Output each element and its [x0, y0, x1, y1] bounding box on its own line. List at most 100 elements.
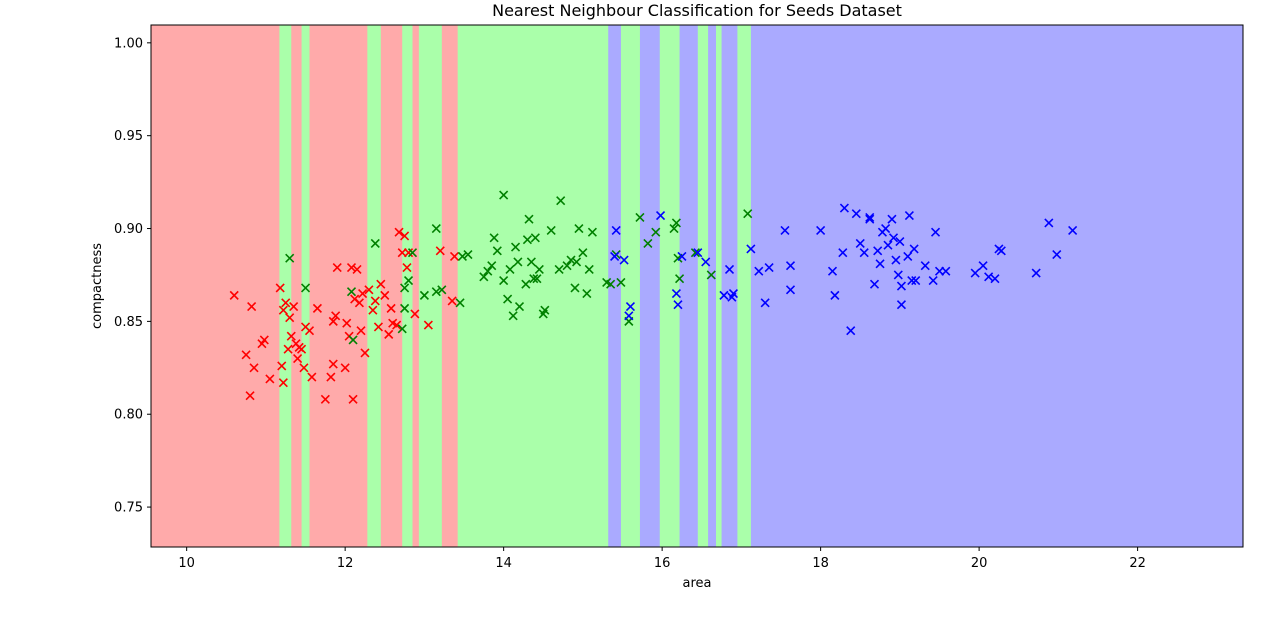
point-class2-7: [673, 300, 683, 310]
point-class0-23: [304, 326, 315, 336]
point-class1-7: [400, 283, 410, 293]
point-class1-63: [675, 274, 685, 284]
point-class0-25: [312, 303, 322, 313]
y-axis: 0.75 0.80 0.85 0.90 0.95 1.00: [114, 36, 151, 516]
point-class1-39: [540, 305, 550, 315]
point-class1-18: [483, 266, 493, 276]
point-class0-3: [247, 301, 257, 312]
point-class2-40: [891, 255, 901, 265]
point-class0-50: [386, 303, 396, 313]
point-class0-40: [356, 326, 366, 336]
point-class1-0: [285, 253, 295, 263]
plot-area: [151, 25, 1243, 547]
point-class0-10: [278, 305, 288, 315]
point-class2-33: [873, 246, 883, 256]
point-class2-60: [996, 246, 1006, 256]
decision-region-14: [639, 25, 661, 547]
point-class1-65: [706, 270, 716, 280]
point-class0-48: [380, 290, 390, 300]
point-class2-41: [893, 270, 903, 280]
point-class0-11: [278, 378, 288, 388]
point-class2-29: [855, 238, 865, 248]
point-class1-43: [562, 261, 572, 271]
point-class2-20: [785, 261, 796, 271]
y-tick-label-5: 1.00: [114, 36, 143, 51]
point-class1-59: [651, 227, 661, 237]
point-class1-55: [616, 277, 626, 287]
point-class2-3: [624, 311, 634, 321]
point-class0-47: [376, 279, 386, 289]
point-class0-9: [277, 361, 287, 371]
point-class1-42: [556, 196, 566, 206]
point-class2-44: [896, 300, 907, 310]
decision-region-15: [659, 25, 681, 547]
point-class2-12: [724, 264, 735, 274]
decision-regions: [151, 25, 1243, 547]
point-class2-15: [746, 244, 756, 254]
y-tick-label-2: 0.85: [114, 315, 143, 330]
point-class0-57: [403, 248, 414, 258]
point-class1-2: [346, 287, 357, 297]
point-class1-61: [671, 218, 681, 228]
point-class0-61: [447, 296, 457, 306]
point-class1-44: [566, 255, 576, 265]
point-class2-32: [869, 279, 880, 289]
point-class1-64: [690, 248, 700, 258]
point-class1-32: [524, 214, 534, 224]
point-class1-66: [743, 209, 753, 219]
point-class2-11: [719, 290, 729, 300]
point-class0-1: [241, 350, 251, 360]
point-class1-9: [407, 248, 418, 258]
plot-frame: [150, 24, 1244, 548]
point-class0-46: [373, 322, 383, 332]
decision-region-21: [737, 25, 752, 547]
point-class0-33: [342, 318, 352, 328]
decision-region-20: [721, 25, 739, 547]
point-class2-28: [851, 209, 861, 219]
point-class1-29: [514, 301, 525, 312]
point-class2-4: [625, 301, 635, 312]
x-tick-label-1: 12: [337, 556, 354, 571]
point-class1-47: [574, 223, 584, 234]
decision-region-18: [708, 25, 717, 547]
x-tick-label-2: 14: [495, 556, 512, 571]
point-class1-12: [431, 287, 441, 297]
point-class1-15: [457, 251, 467, 261]
point-class2-43: [896, 281, 907, 291]
point-class2-37: [883, 240, 893, 250]
x-tick-label-5: 20: [971, 556, 988, 571]
point-class2-49: [911, 275, 921, 286]
point-class0-38: [352, 264, 362, 274]
decision-region-4: [309, 25, 368, 547]
point-class2-0: [610, 251, 620, 261]
point-class2-38: [887, 214, 897, 224]
point-class2-47: [907, 275, 917, 286]
y-tick-label-1: 0.80: [114, 408, 143, 423]
decision-region-16: [679, 25, 699, 547]
point-class1-23: [499, 190, 509, 200]
point-class0-28: [328, 359, 338, 369]
point-class0-30: [331, 311, 341, 321]
point-class2-31: [865, 214, 875, 224]
point-class0-58: [410, 309, 420, 319]
x-tick-label-4: 18: [812, 556, 829, 571]
point-class0-42: [360, 348, 370, 358]
decision-region-6: [380, 25, 403, 547]
point-class2-50: [920, 261, 930, 271]
point-class1-36: [532, 274, 542, 284]
point-class2-61: [1031, 268, 1041, 278]
point-class2-63: [1052, 249, 1062, 260]
point-class2-45: [903, 251, 913, 261]
point-class2-19: [780, 225, 790, 235]
point-class1-40: [546, 225, 556, 235]
point-class2-17: [760, 298, 770, 308]
decision-region-13: [620, 25, 641, 547]
point-class0-4: [249, 363, 259, 373]
x-axis-label: area: [683, 576, 712, 591]
point-class2-64: [1068, 225, 1078, 235]
point-class1-20: [489, 233, 499, 243]
x-tick-label-0: 10: [178, 556, 195, 571]
point-class0-55: [400, 231, 410, 241]
point-class2-26: [839, 203, 849, 213]
